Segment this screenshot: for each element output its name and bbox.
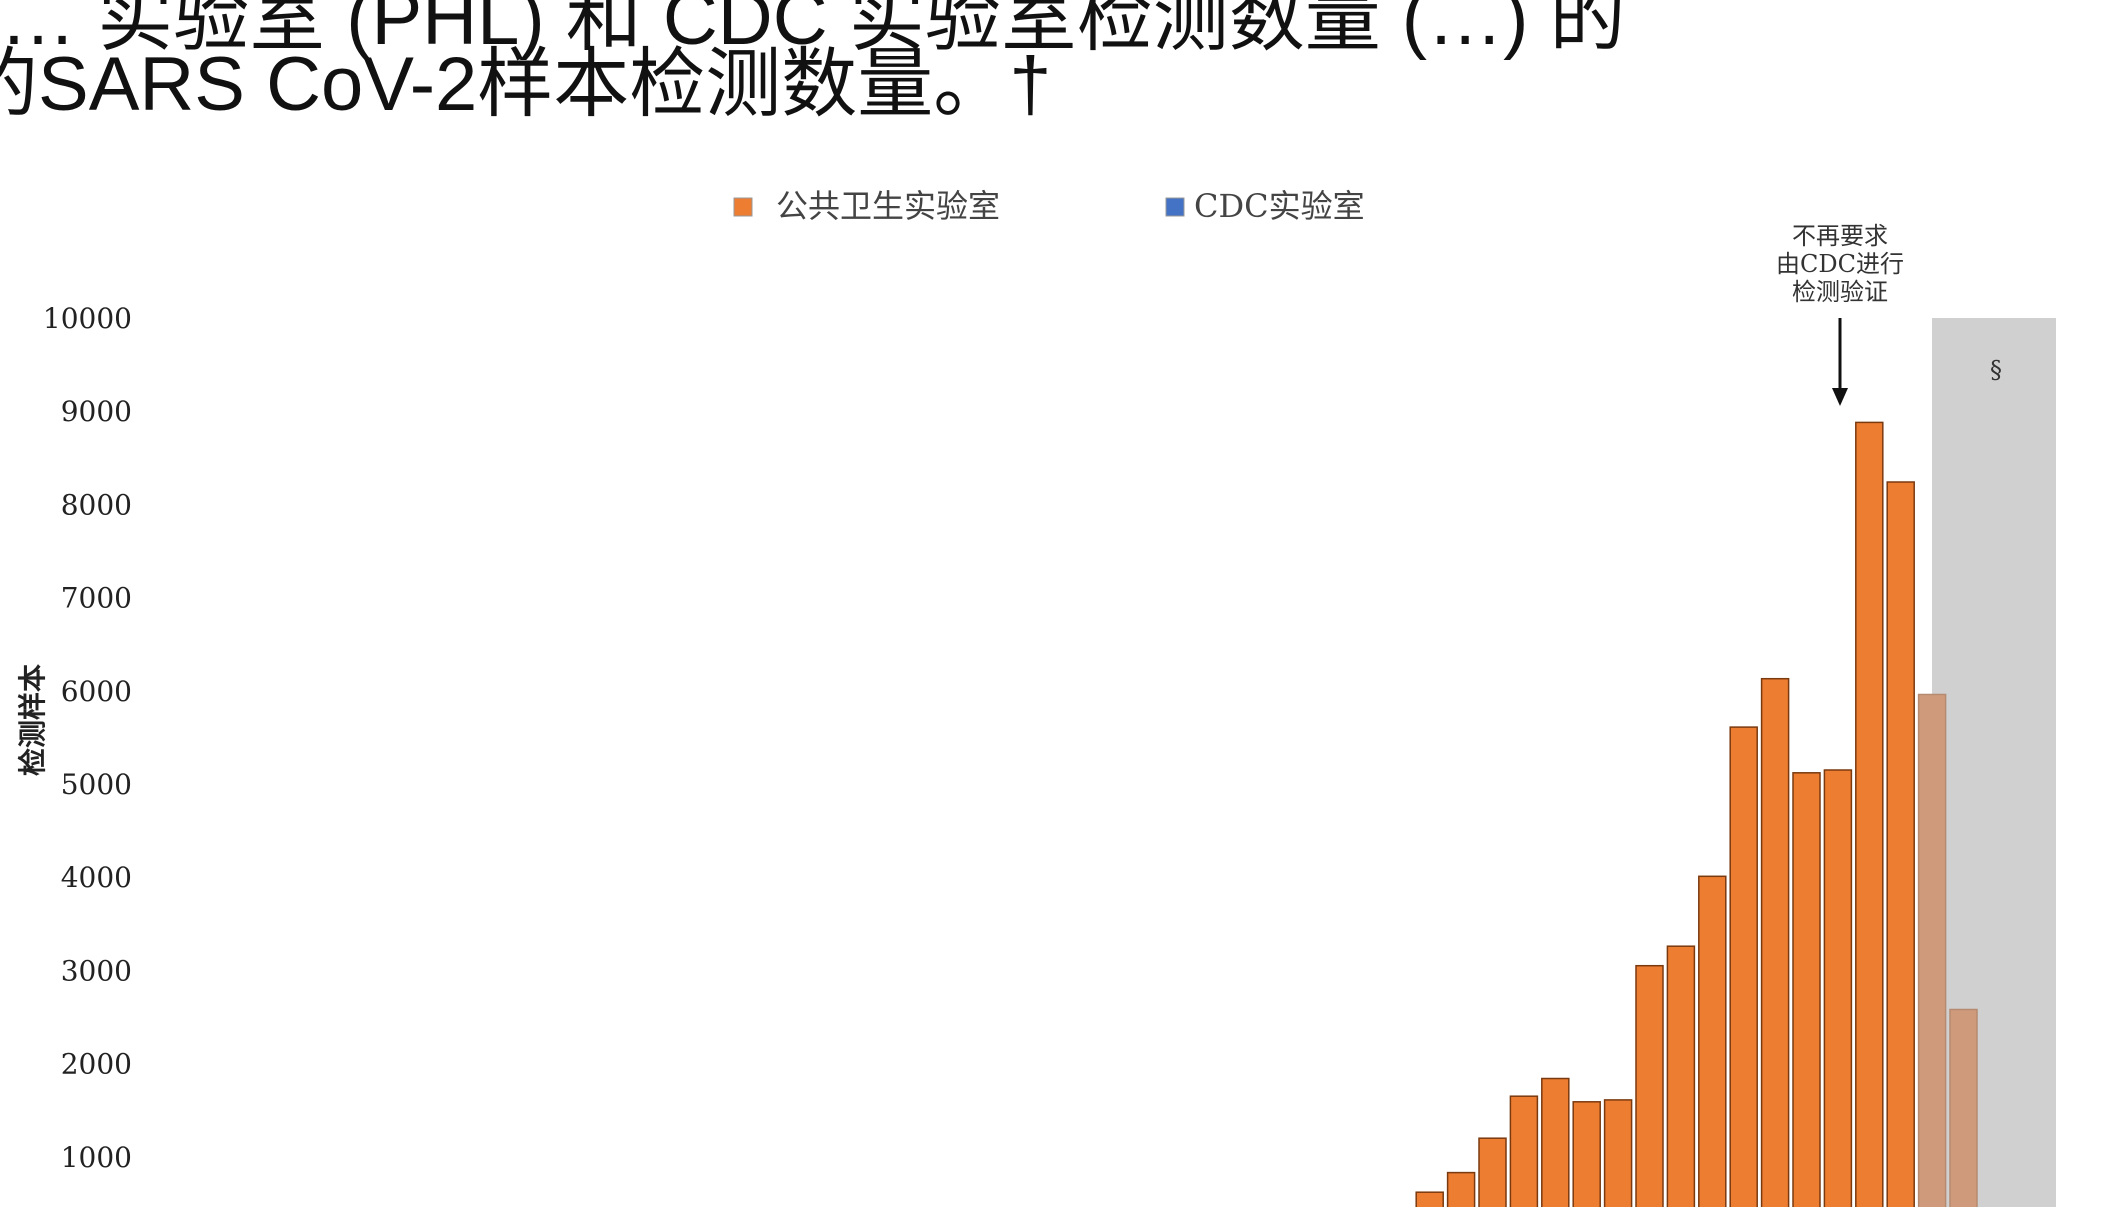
bar-public-lab: [1760, 677, 1790, 1207]
bar-public-lab: [1949, 1008, 1978, 1207]
shaded-region-label: §: [1990, 356, 2002, 384]
bar-public-lab: [1886, 481, 1915, 1207]
bar-public-lab: [1635, 964, 1664, 1207]
bar-public-lab: [1698, 875, 1727, 1207]
bar-public-lab: [1917, 693, 1947, 1207]
bar-public-lab: [1509, 1095, 1539, 1207]
y-tick-label: 3000: [61, 954, 132, 987]
bar-public-lab: [1446, 1171, 1476, 1207]
caption-line-2: 的SARS CoV-2样本检测数量。†: [0, 42, 1052, 127]
bars: [1415, 421, 1978, 1207]
bar-public-lab: [1572, 1101, 1601, 1207]
y-tick-label: 10000: [43, 302, 132, 335]
bar-public-lab: [1603, 1099, 1633, 1207]
legend-swatch-cdc-lab: [1165, 197, 1185, 217]
bar-public-lab: [1792, 772, 1821, 1207]
y-tick-label: 2000: [61, 1048, 132, 1081]
bar-public-lab: [1666, 945, 1696, 1207]
y-tick-label: 1000: [61, 1141, 132, 1174]
bar-public-lab: [1415, 1191, 1444, 1207]
legend: 公共卫生实验室 CDC实验室: [733, 187, 1365, 225]
bar-public-lab: [1823, 769, 1853, 1207]
figure-caption: … 实验室 (PHL) 和 CDC 实验室检测数量 (…) 的 的SARS Co…: [0, 0, 2103, 127]
annotation-line-1: 不再要求: [1792, 222, 1888, 250]
legend-swatch-public-lab: [733, 197, 753, 217]
annotation-line-3: 检测验证: [1792, 278, 1888, 306]
y-tick-label: 8000: [61, 488, 132, 521]
bar-public-lab: [1478, 1137, 1507, 1207]
legend-label-cdc-lab: CDC实验室: [1194, 187, 1365, 225]
annotation: 不再要求 由CDC进行 检测验证: [1776, 222, 1904, 406]
bar-public-lab: [1729, 726, 1758, 1207]
y-tick-label: 6000: [61, 675, 132, 708]
y-tick-label: 5000: [61, 768, 132, 801]
y-tick-label: 9000: [61, 395, 132, 428]
caption-line-1: … 实验室 (PHL) 和 CDC 实验室检测数量 (…) 的: [0, 0, 1626, 61]
annotation-line-2: 由CDC进行: [1776, 250, 1904, 278]
y-axis-label: 检测样本: [16, 664, 49, 776]
y-axis: 1000 2000 3000 4000 5000 6000 7000 8000 9000 1000…: [43, 302, 132, 1174]
annotation-arrow-head: [1832, 388, 1848, 406]
bar-public-lab: [1855, 421, 1884, 1207]
bar-public-lab: [1541, 1077, 1570, 1207]
legend-label-public-lab: 公共卫生实验室: [776, 187, 1000, 225]
y-tick-label: 7000: [61, 582, 132, 615]
y-tick-label: 4000: [61, 861, 132, 894]
